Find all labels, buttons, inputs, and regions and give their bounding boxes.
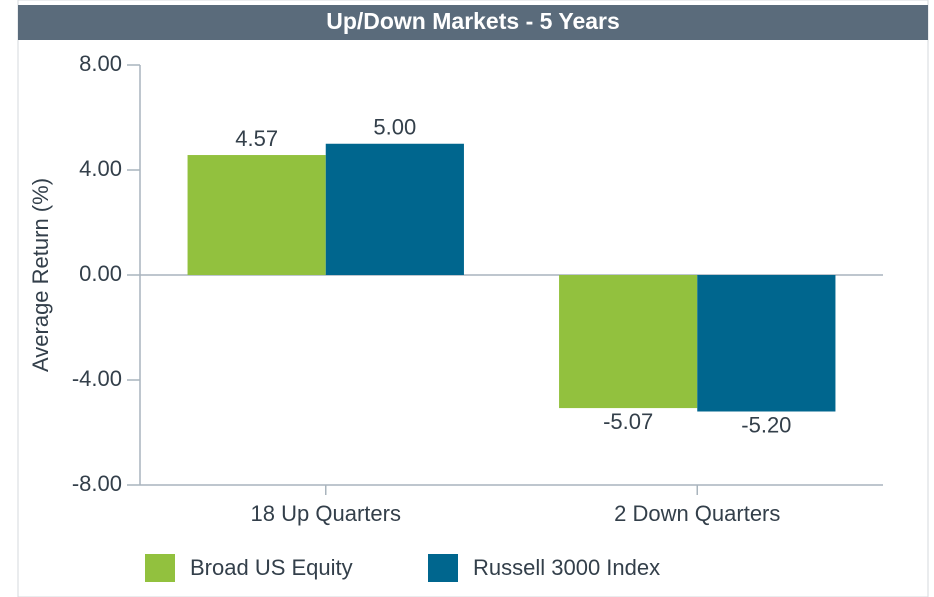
x-tick-label: 18 Up Quarters [251, 501, 401, 526]
bar [187, 155, 326, 275]
legend-label: Broad US Equity [190, 555, 353, 580]
bar [559, 275, 698, 409]
y-tick-label: 4.00 [79, 156, 122, 181]
chart-title: Up/Down Markets - 5 Years [326, 8, 620, 34]
y-tick-label: 8.00 [79, 51, 122, 76]
x-tick-label: 2 Down Quarters [614, 501, 780, 526]
y-tick-label: -8.00 [72, 471, 122, 496]
bar [325, 143, 464, 275]
legend-swatch [145, 554, 175, 582]
legend-swatch [428, 554, 458, 582]
y-tick-label: 0.00 [79, 261, 122, 286]
data-label: 4.57 [235, 126, 278, 151]
y-tick-label: -4.00 [72, 366, 122, 391]
legend-label: Russell 3000 Index [473, 555, 660, 580]
y-axis-title: Average Return (%) [28, 178, 53, 372]
data-label: -5.07 [603, 409, 653, 434]
data-label: 5.00 [373, 115, 416, 140]
title-bar [18, 5, 928, 40]
bar [697, 275, 836, 412]
data-label: -5.20 [741, 412, 791, 437]
chart-border [17, 0, 929, 597]
